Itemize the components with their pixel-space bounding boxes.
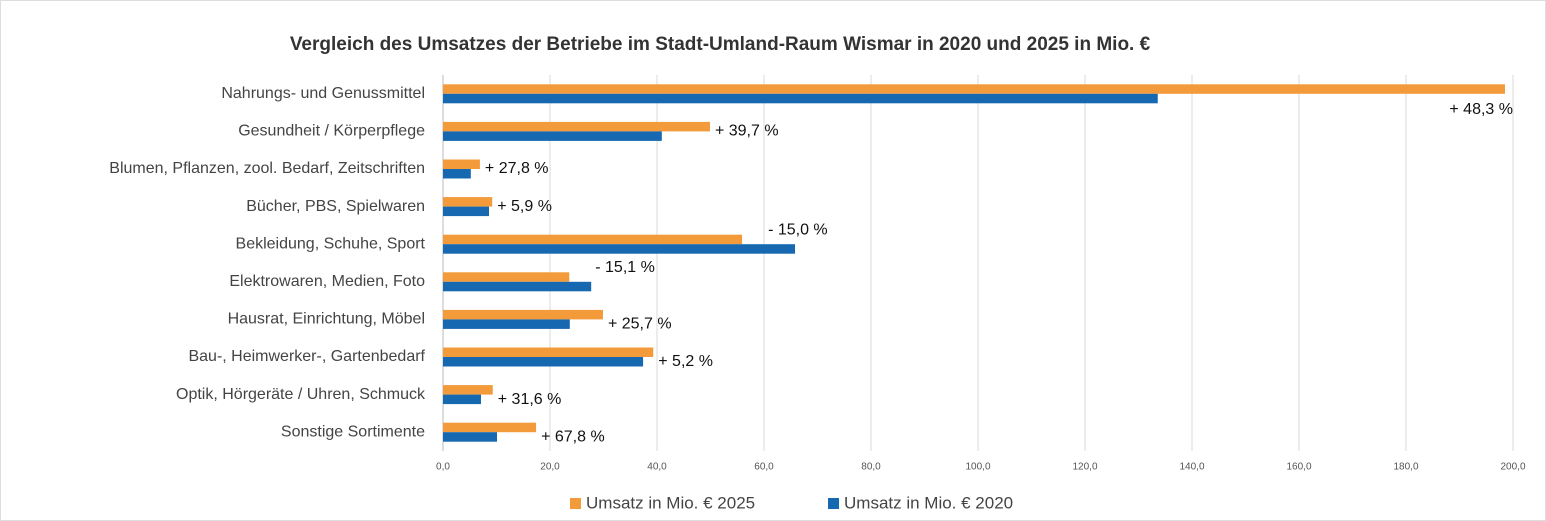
bar: [443, 131, 662, 141]
x-tick-label: 40,0: [647, 462, 667, 473]
annotation: + 5,2 %: [658, 353, 713, 370]
category-label: Optik, Hörgeräte / Uhren, Schmuck: [176, 386, 426, 403]
annotation: - 15,1 %: [595, 259, 655, 276]
category-label: Bau-, Heimwerker-, Gartenbedarf: [188, 348, 425, 365]
category-label: Nahrungs- und Genussmittel: [221, 85, 425, 102]
annotation: + 25,7 %: [608, 316, 672, 333]
bar: [443, 394, 481, 405]
legend-swatch: [828, 498, 839, 509]
x-tick-label: 0,0: [436, 462, 450, 473]
annotation: + 67,8 %: [541, 428, 605, 445]
legend-label: Umsatz in Mio. € 2025: [586, 493, 755, 512]
bar: [443, 84, 1505, 94]
category-label: Gesundheit / Körperpflege: [238, 123, 425, 140]
annotation: + 5,9 %: [497, 198, 552, 215]
x-tick-label: 60,0: [754, 462, 774, 473]
bar: [443, 121, 710, 132]
bar: [443, 281, 592, 292]
bar: [443, 432, 498, 442]
x-tick-label: 160,0: [1286, 462, 1311, 473]
x-tick-label: 200,0: [1500, 462, 1525, 473]
bar: [443, 357, 644, 367]
annotation: - 15,0 %: [768, 221, 828, 238]
bar: [443, 93, 1158, 104]
chart-title: Vergleich des Umsatzes der Betriebe im S…: [290, 34, 1151, 55]
category-label: Sonstige Sortimente: [281, 423, 425, 440]
x-tick-label: 20,0: [540, 462, 560, 473]
annotation: + 27,8 %: [485, 160, 549, 177]
bar: [443, 197, 493, 207]
legend-label: Umsatz in Mio. € 2020: [844, 493, 1013, 512]
category-label: Hausrat, Einrichtung, Möbel: [228, 311, 425, 328]
bar: [443, 206, 490, 217]
category-label: Blumen, Pflanzen, zool. Bedarf, Zeitschr…: [109, 160, 425, 177]
bar: [443, 159, 480, 169]
legend-swatch: [570, 498, 581, 509]
annotation: + 39,7 %: [715, 123, 779, 140]
annotation: + 31,6 %: [498, 391, 562, 408]
bar: [443, 234, 743, 245]
bar: [443, 422, 537, 433]
annotation: + 48,3 %: [1449, 101, 1513, 118]
x-tick-label: 180,0: [1393, 462, 1418, 473]
bar: [443, 244, 796, 254]
bar: [443, 272, 570, 282]
category-label: Bücher, PBS, Spielwaren: [246, 198, 425, 215]
x-tick-label: 80,0: [861, 462, 881, 473]
bar: [443, 347, 654, 357]
category-label: Elektrowaren, Medien, Foto: [229, 273, 425, 290]
category-label: Bekleidung, Schuhe, Sport: [236, 235, 426, 252]
x-tick-label: 120,0: [1072, 462, 1097, 473]
x-tick-label: 140,0: [1179, 462, 1204, 473]
x-tick-label: 100,0: [965, 462, 990, 473]
bar: [443, 385, 493, 395]
bar: [443, 309, 603, 320]
bar: [443, 169, 471, 179]
bar: [443, 319, 570, 329]
